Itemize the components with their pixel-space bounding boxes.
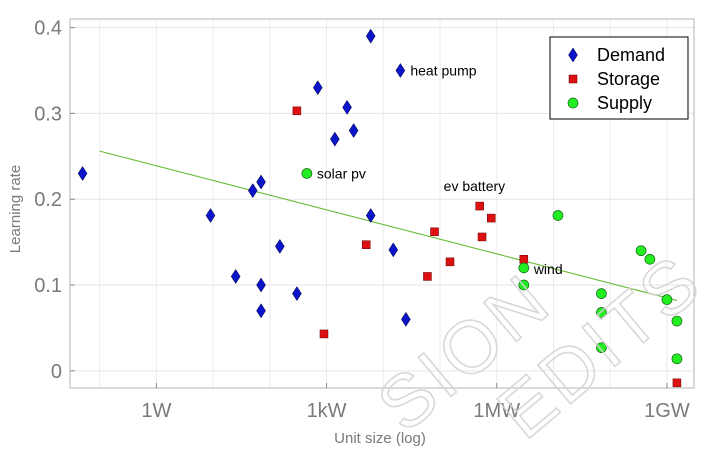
storage-point xyxy=(475,201,484,211)
demand-point xyxy=(395,63,406,78)
supply-point xyxy=(596,288,607,299)
storage-point xyxy=(319,329,329,339)
storage-point xyxy=(423,272,432,281)
annotation-label: heat pump xyxy=(410,62,476,78)
y-tick-label: 0.2 xyxy=(34,189,62,211)
y-tick-label: 0.4 xyxy=(34,18,62,40)
x-tick-label: 1GW xyxy=(644,400,690,422)
y-tick-label: 0.3 xyxy=(34,103,62,125)
demand-point xyxy=(256,277,266,293)
y-tick-label: 0.1 xyxy=(34,275,62,297)
demand-point xyxy=(292,286,302,302)
supply-point xyxy=(518,279,530,291)
supply-point xyxy=(518,262,530,274)
storage-point xyxy=(487,213,496,223)
demand-point xyxy=(247,183,258,199)
demand-point xyxy=(401,311,411,327)
demand-point xyxy=(365,28,376,44)
x-tick-label: 1W xyxy=(141,400,171,422)
demand-point xyxy=(312,80,323,96)
y-tick-label: 0 xyxy=(51,361,62,383)
x-axis-label: Unit size (log) xyxy=(334,430,426,447)
plot-frame xyxy=(69,18,695,389)
axis-ticks: 1W 1kW 1MW 1GW 0 0.1 0.2 0.3 0.4 xyxy=(34,18,690,422)
supply-point xyxy=(635,245,647,257)
demand-point xyxy=(388,242,399,258)
storage-point xyxy=(292,106,302,116)
storage-point xyxy=(477,232,487,242)
supply-point xyxy=(644,253,656,265)
supply-point xyxy=(552,210,564,221)
demand-point xyxy=(256,174,266,190)
storage-point xyxy=(445,257,455,267)
annotation-label: solar pv xyxy=(317,165,366,181)
demand-point xyxy=(230,268,241,284)
legend: Demand Storage Supply xyxy=(549,36,689,120)
demand-point xyxy=(348,123,359,139)
demand-point xyxy=(205,208,216,223)
demand-point xyxy=(365,208,376,223)
demand-point xyxy=(330,131,340,147)
x-tick-label: 1kW xyxy=(307,400,347,422)
legend-label-demand: Demand xyxy=(597,45,665,65)
supply-point xyxy=(661,294,673,305)
annotation-label: ev battery xyxy=(444,178,505,194)
demand-point xyxy=(256,303,266,319)
data-markers xyxy=(77,28,683,388)
annotations: heat pump solar pv ev battery wind xyxy=(317,62,563,276)
supply-point xyxy=(596,307,607,318)
demand-point xyxy=(275,238,285,254)
y-axis-label: Learning rate xyxy=(7,165,24,253)
storage-point xyxy=(361,240,371,249)
annotation-label: wind xyxy=(533,261,563,277)
legend-marker-storage xyxy=(568,74,578,84)
x-tick-label: 1MW xyxy=(473,400,520,422)
demand-point xyxy=(342,99,352,115)
legend-label-storage: Storage xyxy=(597,69,660,89)
legend-marker-supply xyxy=(567,97,579,109)
legend-entries: Demand Storage Supply xyxy=(567,45,665,113)
legend-label-supply: Supply xyxy=(597,93,652,113)
supply-point xyxy=(671,353,683,365)
supply-point xyxy=(301,168,313,179)
storage-point xyxy=(430,227,439,237)
supply-point xyxy=(596,342,607,354)
storage-point xyxy=(672,378,682,388)
supply-point xyxy=(671,315,683,327)
demand-point xyxy=(77,166,88,181)
storage-point xyxy=(519,255,529,264)
legend-marker-demand xyxy=(568,47,578,63)
trend-line xyxy=(99,150,678,302)
